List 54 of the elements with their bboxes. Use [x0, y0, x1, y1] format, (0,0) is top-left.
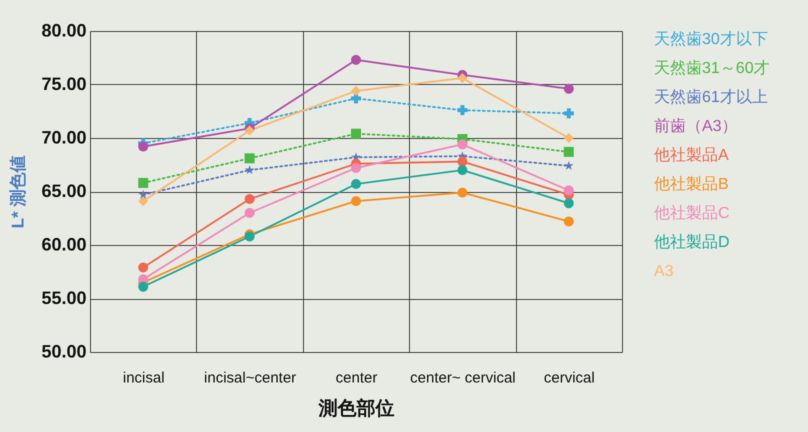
point [564, 108, 574, 118]
point [564, 160, 574, 170]
point [244, 126, 255, 136]
point [457, 165, 468, 176]
text: 他社製品D [654, 233, 730, 251]
point [351, 93, 361, 104]
point [457, 105, 468, 116]
point [564, 185, 574, 196]
text: 他社製品C [654, 204, 730, 222]
y-tick-label: 70.00 [41, 128, 86, 148]
point [351, 54, 361, 65]
point [564, 216, 574, 226]
point [138, 142, 148, 152]
point [244, 208, 255, 218]
text: 天然歯30才以下 [654, 30, 768, 48]
point [564, 198, 574, 208]
x-tick-label: cervical [544, 370, 595, 386]
point [138, 196, 148, 206]
point [457, 188, 468, 198]
point [564, 84, 574, 94]
point [457, 73, 468, 84]
text: 前歯（A3） [654, 117, 738, 135]
point [457, 139, 468, 150]
point [564, 133, 574, 143]
text: 天然歯31～60才 [654, 59, 770, 77]
point [564, 146, 574, 157]
point [351, 179, 361, 189]
point [351, 196, 361, 206]
y-tick-label: 50.00 [41, 342, 86, 362]
x-tick-label: incisal [122, 370, 165, 386]
point [351, 86, 361, 96]
point [138, 178, 148, 188]
x-axis-title: 測色部位 [318, 398, 394, 420]
y-tick-label: 65.00 [41, 181, 86, 201]
x-tick-label: center [336, 370, 378, 386]
text: 他社製品A [654, 146, 729, 164]
point [351, 162, 361, 173]
text: 他社製品B [654, 175, 729, 193]
point [244, 165, 254, 174]
y-tick-label: 75.00 [41, 74, 86, 94]
y-tick-label: 55.00 [41, 288, 86, 308]
y-axis-title: L* 測色値 [8, 156, 28, 228]
x-tick-label: center~ cervical [410, 370, 516, 386]
text: A3 [654, 263, 674, 280]
x-tick-label: incisal~center [204, 370, 296, 386]
point [244, 153, 255, 164]
point [138, 262, 148, 272]
y-tick-label: 80.00 [41, 20, 86, 40]
point [138, 282, 148, 292]
point [244, 194, 255, 204]
point [457, 156, 468, 167]
point [351, 128, 361, 139]
text: 天然歯61才以上 [654, 88, 768, 106]
y-tick-label: 60.00 [41, 234, 86, 254]
